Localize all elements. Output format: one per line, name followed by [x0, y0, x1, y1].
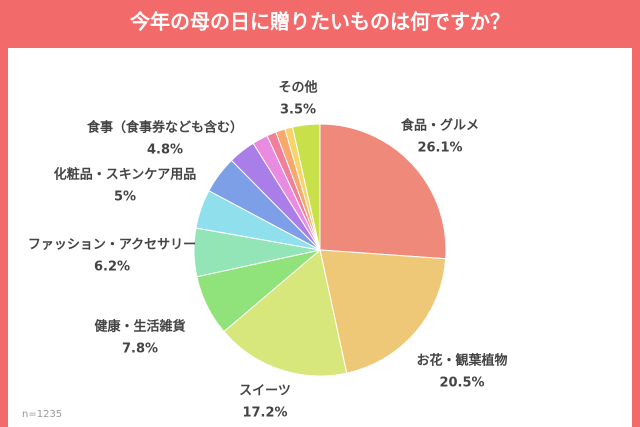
- pie-slice: [319, 123, 447, 260]
- slice-value: 6.2%: [94, 260, 130, 275]
- slice-value: 7.8%: [122, 342, 158, 357]
- slice-label: お花・観葉植物: [416, 353, 507, 369]
- slice-label: ファッション・アクセサリー: [28, 238, 196, 253]
- slice-value: 4.8%: [147, 143, 183, 158]
- pie-slice: [319, 249, 447, 374]
- slice-label: 食事（食事券なども含む）: [87, 120, 243, 136]
- pie-slice: [291, 123, 321, 251]
- slice-label: その他: [278, 80, 317, 96]
- note: n=1235: [22, 409, 62, 420]
- slice-label: 食品・グルメ: [401, 118, 479, 134]
- slice-label: 健康・生活雑貨: [94, 319, 185, 335]
- slice-label: 化粧品・スキンケア用品: [54, 167, 197, 183]
- pie-slice: [223, 249, 348, 377]
- slice-value: 5%: [114, 190, 136, 205]
- slice-value: 26.1%: [417, 141, 462, 156]
- slice-value: 20.5%: [439, 376, 484, 391]
- slice-value: 3.5%: [280, 103, 316, 118]
- slice-label: スイーツ: [239, 384, 291, 399]
- chart-title: 今年の母の日に贈りたいものは何ですか？: [130, 10, 510, 34]
- slice-value: 17.2%: [242, 406, 287, 421]
